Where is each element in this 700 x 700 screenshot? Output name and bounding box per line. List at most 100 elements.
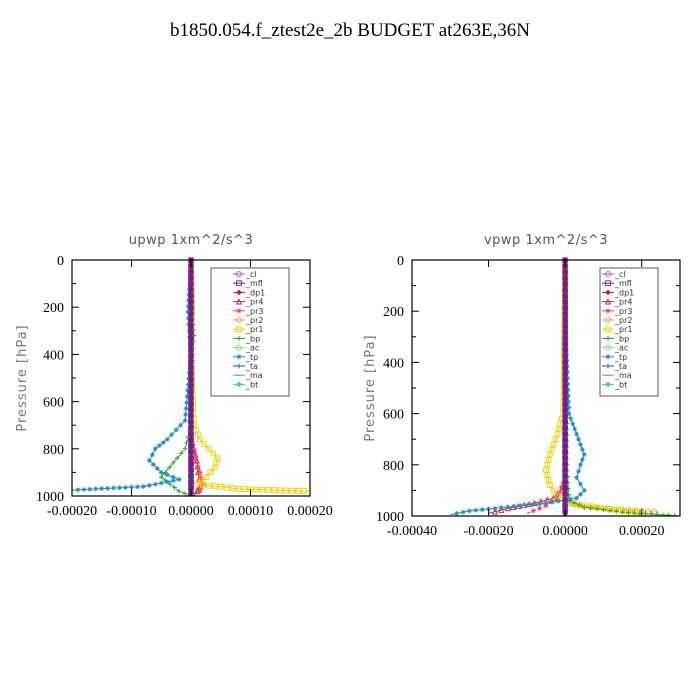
legend-label: _cl bbox=[614, 270, 626, 279]
legend-item: _bp bbox=[233, 334, 260, 343]
data-point bbox=[170, 460, 176, 466]
data-point bbox=[188, 425, 194, 431]
y-axis-label: Pressure [hPa] bbox=[15, 324, 30, 431]
data-point bbox=[576, 468, 581, 474]
data-point bbox=[562, 491, 568, 497]
data-point bbox=[188, 323, 194, 329]
data-point bbox=[562, 275, 568, 281]
y-tick-label: 800 bbox=[383, 459, 404, 474]
legend-item: _ta bbox=[602, 362, 627, 371]
x-tick-label: 0.00000 bbox=[168, 504, 214, 519]
y-tick-label: 1000 bbox=[376, 510, 404, 525]
data-point bbox=[197, 470, 203, 475]
data-point bbox=[188, 389, 194, 395]
legend-item: _bp bbox=[602, 334, 629, 343]
data-point bbox=[558, 485, 564, 491]
data-point bbox=[605, 271, 611, 277]
data-point bbox=[188, 317, 194, 323]
legend-item: _pr3 bbox=[233, 307, 263, 316]
y-tick-label: 600 bbox=[43, 396, 64, 411]
legend-item: _mfl bbox=[233, 279, 263, 288]
data-point bbox=[236, 381, 242, 388]
data-point bbox=[188, 455, 194, 461]
data-point bbox=[182, 491, 188, 496]
legend-label: _ma bbox=[245, 371, 263, 380]
data-point bbox=[182, 418, 188, 423]
data-point bbox=[594, 506, 600, 512]
data-point bbox=[543, 503, 549, 509]
data-point bbox=[562, 425, 568, 431]
legend-item: _bt bbox=[602, 380, 627, 389]
data-point bbox=[524, 502, 530, 508]
data-point bbox=[562, 503, 568, 509]
data-point bbox=[188, 329, 194, 335]
data-point bbox=[184, 440, 189, 446]
data-point bbox=[606, 506, 613, 512]
data-point bbox=[259, 486, 266, 493]
legend-item: _pr4 bbox=[602, 298, 632, 307]
data-point bbox=[188, 299, 194, 305]
data-point bbox=[188, 371, 194, 377]
data-point bbox=[605, 381, 611, 388]
data-point bbox=[550, 487, 557, 494]
legend-item: _tp bbox=[602, 353, 627, 362]
data-point bbox=[158, 470, 164, 475]
data-point bbox=[562, 371, 568, 377]
data-point bbox=[197, 436, 203, 443]
data-point bbox=[568, 416, 574, 422]
data-point bbox=[562, 479, 568, 485]
y-tick-label: 800 bbox=[43, 443, 64, 458]
x-tick-label: -0.00020 bbox=[463, 524, 513, 539]
data-point bbox=[223, 484, 230, 491]
chart-panel-1: upwp 1xm^2/s^3 Pressure [hPa] 0 200 400 600 80… bbox=[15, 233, 333, 519]
legend-label: _ta bbox=[245, 362, 258, 371]
data-point bbox=[617, 507, 624, 514]
data-point bbox=[518, 503, 523, 509]
data-point bbox=[562, 335, 568, 341]
data-point bbox=[578, 481, 583, 487]
legend-item: _dp1 bbox=[233, 288, 265, 297]
data-point bbox=[253, 486, 260, 493]
data-point bbox=[207, 469, 214, 476]
data-point bbox=[129, 484, 134, 490]
data-point bbox=[562, 395, 568, 401]
data-point bbox=[562, 311, 568, 317]
data-point bbox=[546, 482, 553, 489]
data-point bbox=[198, 477, 205, 484]
data-point bbox=[537, 501, 543, 507]
data-point bbox=[562, 305, 568, 311]
data-point bbox=[562, 365, 568, 371]
data-point bbox=[166, 465, 172, 471]
data-point bbox=[236, 289, 242, 296]
legend-item: _pr1 bbox=[233, 325, 263, 334]
data-point bbox=[188, 305, 194, 311]
data-point bbox=[654, 512, 660, 516]
data-point bbox=[562, 293, 568, 299]
data-point bbox=[188, 437, 194, 443]
legend-label: _ta bbox=[614, 362, 627, 371]
legend-label: _bp bbox=[614, 334, 629, 343]
y-tick-label: 600 bbox=[383, 408, 404, 423]
legend-label: _ma bbox=[614, 371, 632, 380]
data-point bbox=[605, 354, 611, 360]
data-point bbox=[164, 436, 170, 442]
data-point bbox=[236, 354, 242, 360]
data-point bbox=[643, 511, 648, 516]
data-point bbox=[203, 474, 209, 480]
legend-label: _pr4 bbox=[245, 298, 263, 307]
legend-label: _cl bbox=[245, 270, 257, 279]
series-line-pr3 bbox=[190, 260, 204, 496]
data-point bbox=[170, 474, 176, 480]
data-point bbox=[543, 500, 549, 506]
legend-label: _pr3 bbox=[245, 307, 263, 316]
data-point bbox=[566, 399, 571, 405]
legend-label: _pr2 bbox=[245, 316, 263, 325]
legend-item: _tp bbox=[233, 353, 258, 362]
legend-item: _ma bbox=[233, 371, 263, 380]
data-point bbox=[605, 289, 611, 296]
data-point bbox=[201, 441, 208, 447]
chart-panel-2: vpwp 1xm^2/s^3 Pressure [hPa] 0 200 400 600 80… bbox=[363, 233, 681, 539]
data-point bbox=[612, 506, 618, 513]
legend-item: _ac bbox=[233, 344, 259, 353]
legend-label: _dp1 bbox=[245, 288, 265, 297]
